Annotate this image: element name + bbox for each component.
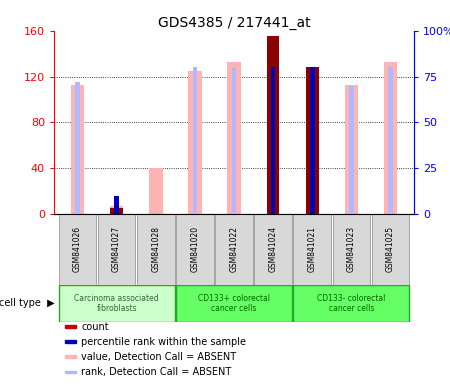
Bar [75,82,80,214]
Text: cell type  ▶: cell type ▶ [0,298,55,308]
Bar [384,62,397,214]
Bar [149,168,162,214]
Text: GSM841027: GSM841027 [112,226,121,272]
Text: GSM841025: GSM841025 [386,226,395,272]
Text: count: count [81,321,109,331]
Bar [293,285,410,322]
Bar [137,214,175,285]
Bar [215,214,253,285]
Text: Carcinoma associated
fibroblasts: Carcinoma associated fibroblasts [74,294,159,313]
Text: CD133+ colorectal
cancer cells: CD133+ colorectal cancer cells [198,294,270,313]
Text: GSM841024: GSM841024 [269,226,278,272]
Bar [176,214,214,285]
Text: GSM841022: GSM841022 [230,226,238,272]
Text: value, Detection Call = ABSENT: value, Detection Call = ABSENT [81,352,236,362]
Bar [65,325,76,328]
Bar [188,71,202,214]
Bar [310,67,315,214]
Text: GSM841021: GSM841021 [308,226,317,272]
Bar [114,195,119,214]
Text: percentile rank within the sample: percentile rank within the sample [81,337,246,347]
Bar [345,84,358,214]
Bar [267,36,279,214]
Bar [65,340,76,343]
Bar [271,67,275,214]
Bar [65,355,76,358]
Bar [110,206,123,214]
Bar [372,214,410,285]
Bar [110,208,123,214]
Bar [333,214,370,285]
Bar [349,86,354,214]
Bar [98,214,135,285]
Bar [306,67,319,214]
Bar [65,371,76,374]
Bar [227,62,241,214]
Bar [293,214,331,285]
Title: GDS4385 / 217441_at: GDS4385 / 217441_at [158,16,310,30]
Text: GSM841020: GSM841020 [190,226,199,272]
Text: rank, Detection Call = ABSENT: rank, Detection Call = ABSENT [81,367,231,377]
Text: GSM841023: GSM841023 [347,226,356,272]
Bar [193,67,197,214]
Bar [254,214,292,285]
Bar [58,285,175,322]
Text: GSM841026: GSM841026 [73,226,82,272]
Text: CD133- colorectal
cancer cells: CD133- colorectal cancer cells [317,294,386,313]
Bar [58,214,96,285]
Bar [232,67,236,214]
Bar [388,67,393,214]
Bar [176,285,292,322]
Text: GSM841028: GSM841028 [151,226,160,272]
Bar [71,84,84,214]
